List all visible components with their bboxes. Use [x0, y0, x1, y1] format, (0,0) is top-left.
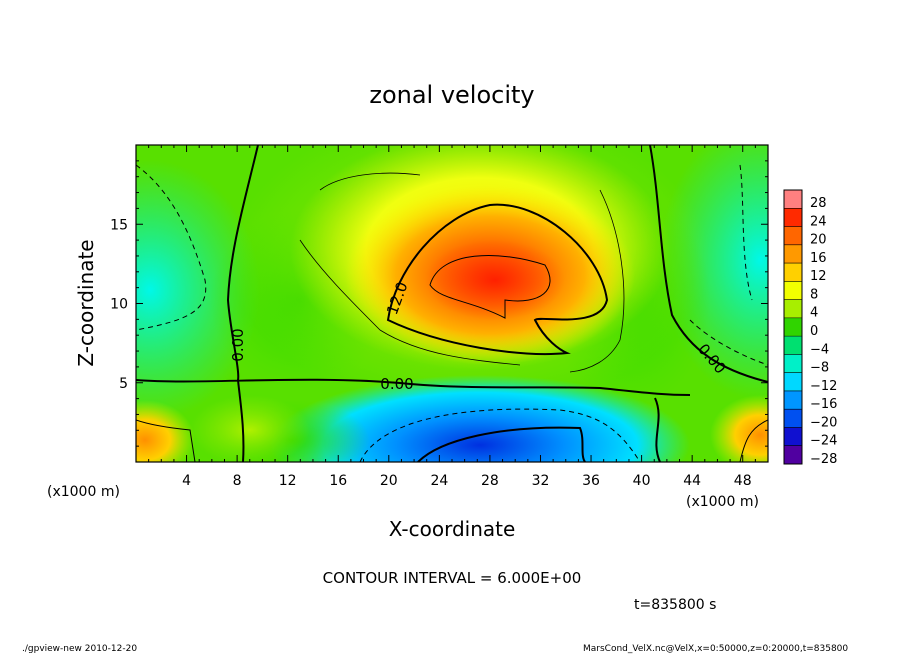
y-axis-label: Z-coordinate: [74, 239, 98, 366]
colorbar-swatch: [784, 208, 802, 227]
colorbar-label: 24: [810, 214, 827, 229]
colorbar-swatch: [784, 281, 802, 300]
x-tick-label: 44: [683, 473, 701, 489]
colorbar-label: 20: [810, 233, 827, 248]
x-tick-label: 24: [430, 473, 448, 489]
contour-interval: CONTOUR INTERVAL = 6.000E+00: [323, 569, 582, 587]
colorbar-label: 0: [810, 324, 818, 339]
colorbar-swatch: [784, 226, 802, 245]
x-tick-label: 48: [734, 473, 752, 489]
footer-right: MarsCond_VelX.nc@VelX,x=0:50000,z=0:2000…: [583, 644, 848, 654]
colorbar: 28 24 20 16 12 8 4 0 −4 −8 −12 −16 −20 −24 −28: [783, 189, 837, 467]
x-unit-label-right: (x1000 m): [686, 494, 759, 510]
colorbar-label: 12: [810, 269, 827, 284]
x-tick-label: 20: [380, 473, 398, 489]
colorbar-label: −8: [810, 361, 829, 376]
y-tick-label: 10: [110, 297, 128, 313]
colorbar-label: 8: [810, 287, 818, 302]
x-tick-label: 28: [481, 473, 499, 489]
colorbar-swatch: [784, 244, 802, 264]
colorbar-swatch: [784, 263, 802, 282]
x-tick-label: 8: [233, 473, 242, 489]
chart-title: zonal velocity: [369, 81, 534, 109]
y-axis: 5 10 15: [110, 160, 768, 447]
contour-label: 0.00: [229, 328, 247, 361]
colorbar-swatch: [784, 317, 802, 337]
colorbar-label: −24: [810, 434, 837, 449]
velocity-field: 12.0 0.00 0.00 0.00: [136, 145, 768, 462]
x-tick-label: 32: [532, 473, 550, 489]
colorbar-swatch: [784, 445, 802, 464]
y-tick-label: 15: [110, 217, 128, 233]
colorbar-label: 16: [810, 251, 827, 266]
colorbar-swatch: [784, 427, 802, 446]
x-tick-label: 36: [582, 473, 600, 489]
colorbar-swatch: [784, 372, 802, 391]
colorbar-label: −12: [810, 379, 837, 394]
colorbar-swatch: [784, 336, 802, 355]
x-tick-label: 16: [329, 473, 347, 489]
colorbar-swatch: [784, 390, 802, 410]
x-axis: 4 8 12 16 20 24 28 32 36 40 44 48: [148, 145, 756, 489]
colorbar-swatch: [784, 190, 802, 209]
x-axis-label: X-coordinate: [389, 517, 516, 541]
footer-left: ./gpview-new 2010-12-20: [22, 644, 137, 654]
colorbar-swatch: [784, 409, 802, 428]
colorbar-label: −16: [810, 397, 837, 412]
colorbar-swatch: [784, 299, 802, 318]
x-tick-label: 12: [279, 473, 297, 489]
x-tick-label: 4: [182, 473, 191, 489]
y-tick-label: 5: [119, 376, 128, 392]
colorbar-label: 28: [810, 196, 827, 211]
colorbar-swatch: [784, 354, 802, 373]
contour-label: 0.00: [380, 375, 413, 393]
x-unit-label-left: (x1000 m): [47, 484, 120, 500]
colorbar-label: −4: [810, 342, 829, 357]
colorbar-label: −20: [810, 415, 837, 430]
time-label: t=835800 s: [634, 597, 716, 613]
x-tick-label: 40: [633, 473, 651, 489]
colorbar-label: 4: [810, 306, 818, 321]
colorbar-label: −28: [810, 452, 837, 467]
